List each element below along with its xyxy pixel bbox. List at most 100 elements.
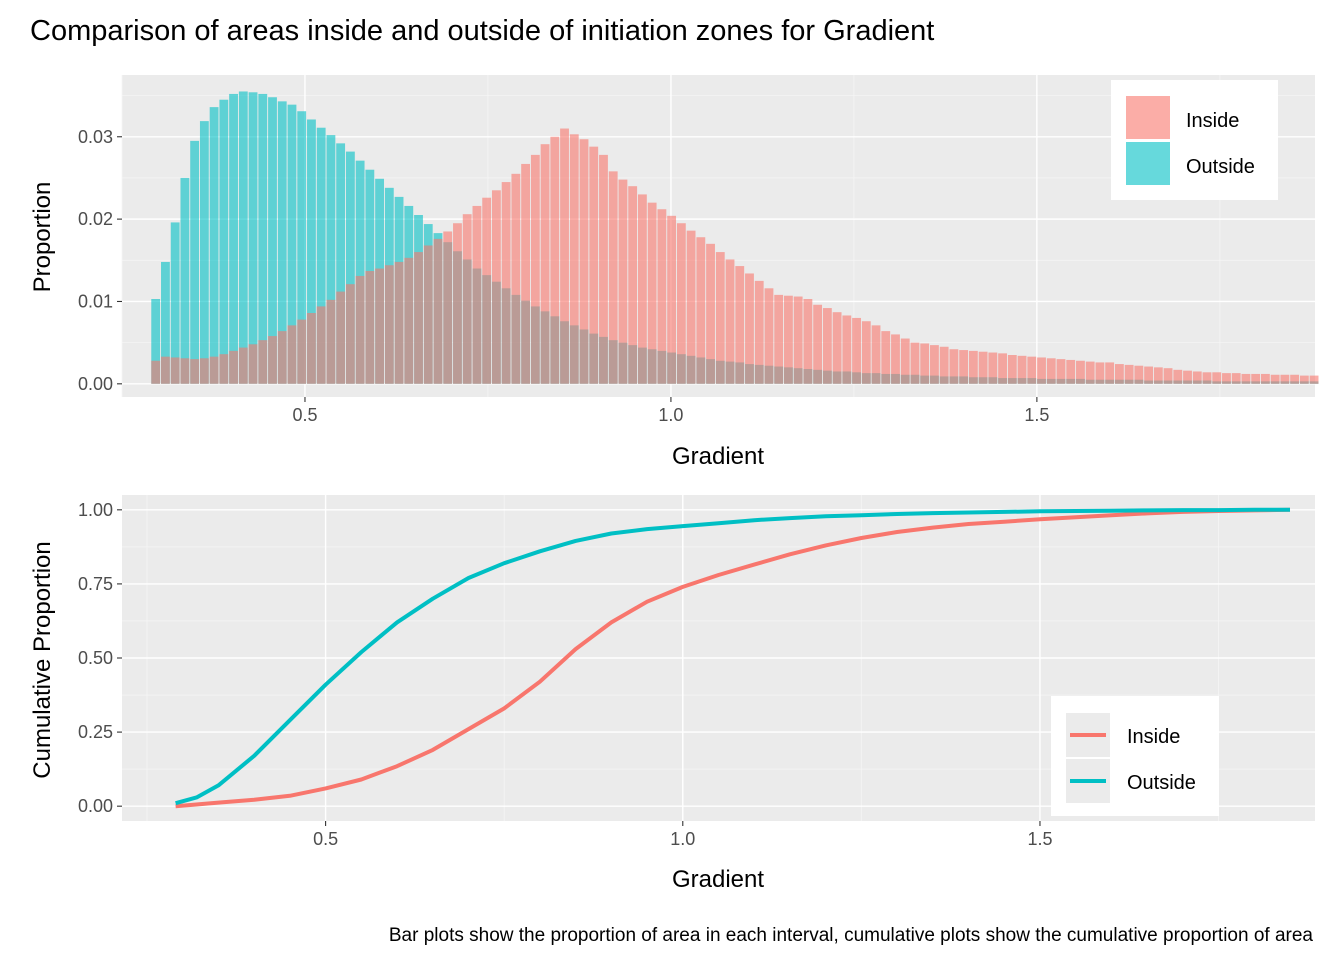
- cumulative-lines: [175, 507, 1291, 809]
- inside-bar: [881, 331, 891, 384]
- inside-bar: [988, 352, 998, 384]
- inside-bar: [1085, 361, 1095, 384]
- outside-bar: [238, 91, 248, 384]
- inside-bar: [1280, 374, 1290, 384]
- inside-bar: [754, 280, 764, 384]
- inside-bar: [472, 205, 482, 384]
- inside-bar: [920, 343, 930, 384]
- inside-bar: [1027, 356, 1037, 384]
- outside-bar: [151, 299, 161, 384]
- inside-bar: [1260, 373, 1270, 384]
- inside-bar: [1056, 359, 1066, 384]
- inside-bar: [978, 351, 988, 384]
- inside-bar: [209, 356, 219, 384]
- inside-bar: [1037, 357, 1046, 384]
- outside-bar: [170, 222, 180, 384]
- inside-bar: [530, 154, 540, 384]
- outside-bar: [199, 121, 209, 384]
- outside-bar: [180, 177, 190, 384]
- inside-bar: [676, 223, 686, 384]
- inside-bar: [462, 214, 472, 384]
- inside-bar: [384, 265, 394, 384]
- y-tick-label: 0.00: [78, 374, 113, 394]
- y-tick-label: 0.03: [78, 127, 113, 147]
- inside-bar: [871, 325, 881, 384]
- inside-bar: [394, 261, 404, 384]
- inside-bar: [345, 284, 355, 384]
- inside-bar: [735, 266, 745, 384]
- y-tick-label: 0.02: [78, 209, 113, 229]
- x-tick-label: 0.5: [313, 829, 338, 849]
- inside-bar: [608, 171, 618, 384]
- inside-bar: [599, 154, 608, 384]
- outside-bar: [297, 111, 307, 384]
- outside-bar: [316, 127, 326, 384]
- inside-bar: [1212, 372, 1222, 384]
- cumulative-y-axis-title: Cumulative Proportion: [29, 541, 56, 778]
- inside-bar: [277, 331, 287, 384]
- inside-bar: [696, 237, 706, 384]
- inside-bar: [453, 223, 462, 384]
- inside-bar: [1183, 370, 1192, 384]
- x-tick-label: 1.5: [1024, 405, 1049, 425]
- inside-bar: [268, 336, 277, 384]
- inside-bar: [170, 357, 180, 384]
- inside-bar: [939, 346, 949, 384]
- inside-bar: [764, 288, 774, 384]
- y-tick-label: 0.50: [78, 648, 113, 668]
- inside-bar: [706, 243, 715, 384]
- inside-bar: [336, 291, 346, 384]
- inside-bar: [861, 321, 871, 384]
- inside-bar: [326, 299, 336, 384]
- inside-bar: [1163, 368, 1173, 384]
- inside-bar: [1105, 362, 1115, 384]
- outside-bar: [268, 97, 277, 384]
- inside-bar: [1309, 375, 1319, 384]
- inside-bar: [550, 136, 560, 384]
- inside-bar: [784, 295, 793, 384]
- bar-panel: 0.5 1.0 1.5 0.00 0.01 0.02 0.03 Gradient Propo…: [29, 75, 1319, 470]
- inside-bar: [842, 315, 852, 384]
- outside-bar: [258, 93, 268, 384]
- bar-y-axis-title: Proportion: [29, 182, 56, 293]
- inside-bar: [822, 308, 832, 384]
- inside-cumulative-line: [175, 507, 1291, 809]
- inside-bar: [959, 350, 969, 384]
- outside-bar: [229, 93, 238, 384]
- inside-bar: [219, 354, 229, 384]
- inside-bar: [579, 139, 589, 384]
- inside-bar-series: [151, 128, 1319, 384]
- inside-bar: [1153, 367, 1163, 384]
- inside-bar: [443, 231, 453, 384]
- inside-bar: [190, 359, 200, 384]
- inside-bar: [968, 350, 978, 384]
- inside-bar: [491, 190, 501, 384]
- x-tick-label: 0.5: [292, 405, 317, 425]
- inside-bar: [569, 134, 579, 384]
- outside-bar: [345, 151, 355, 384]
- legend-label-inside: Inside: [1186, 110, 1239, 132]
- cumulative-legend: Inside Outside: [1051, 696, 1219, 816]
- outside-bar: [277, 101, 287, 384]
- inside-bar: [998, 353, 1007, 384]
- outside-bar: [209, 107, 219, 384]
- inside-bar: [813, 304, 823, 384]
- inside-bar: [1231, 373, 1241, 384]
- outside-bar: [219, 99, 229, 384]
- cumulative-x-axis-title: Gradient: [672, 866, 764, 893]
- inside-bar: [404, 257, 414, 384]
- inside-bar: [637, 194, 647, 384]
- inside-bar: [793, 296, 803, 384]
- inside-bar: [238, 347, 248, 384]
- legend-label-outside: Outside: [1186, 156, 1255, 178]
- x-tick-label: 1.0: [658, 405, 683, 425]
- inside-bar: [482, 197, 492, 384]
- x-tick-label: 1.0: [670, 829, 695, 849]
- inside-bar: [647, 202, 657, 384]
- inside-bar: [258, 340, 268, 384]
- legend-key-inside: [1126, 96, 1170, 139]
- inside-bar: [891, 334, 900, 384]
- inside-bar: [745, 273, 754, 384]
- inside-bar: [715, 252, 725, 384]
